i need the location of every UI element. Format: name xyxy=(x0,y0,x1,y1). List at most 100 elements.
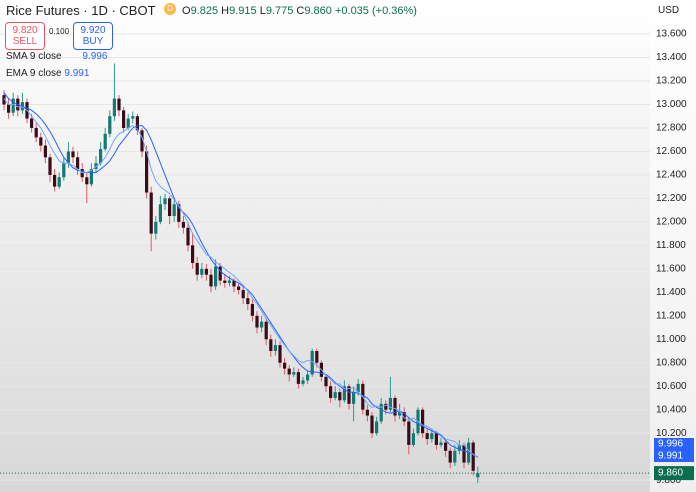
last-price-label: 9.860 xyxy=(658,468,683,479)
candle-body xyxy=(7,104,11,113)
candle-body xyxy=(407,421,411,445)
candle-body xyxy=(398,412,402,416)
currency[interactable]: USD xyxy=(658,5,680,16)
candle-body xyxy=(108,116,112,134)
candle-body xyxy=(471,442,475,471)
sell-label: SELL xyxy=(12,36,38,47)
candle-body xyxy=(103,133,107,150)
y-tick-label: 10.200 xyxy=(656,428,687,439)
candle-body xyxy=(444,442,448,451)
ema-value: 9.991 xyxy=(64,68,90,79)
candle-body xyxy=(163,198,167,205)
candle-body xyxy=(264,321,268,340)
candle-body xyxy=(154,221,158,234)
y-tick-label: 11.800 xyxy=(656,240,686,251)
candle-body xyxy=(99,149,103,164)
candle-body xyxy=(476,473,480,478)
candle-body xyxy=(172,204,176,217)
candle-body xyxy=(57,177,61,187)
candle-body xyxy=(402,412,406,422)
l-value: 9.775 xyxy=(265,5,294,17)
candle-body xyxy=(388,397,392,410)
candle-body xyxy=(158,204,162,222)
candle-body xyxy=(425,433,429,440)
candle-body xyxy=(255,315,259,328)
candle-body xyxy=(393,397,397,416)
y-tick-label: 11.200 xyxy=(656,310,686,321)
candle-body xyxy=(260,321,264,328)
candle-body xyxy=(227,280,231,283)
candle-body xyxy=(76,157,80,170)
candle-body xyxy=(11,98,15,113)
candle-body xyxy=(66,151,70,164)
h-value: 9.915 xyxy=(229,5,257,17)
change: +0.035 (+0.36%) xyxy=(334,5,417,17)
ohlc-legend: O9.825 H9.915 L9.775 C9.860 +0.035 (+0.3… xyxy=(182,5,417,17)
ema-legend[interactable]: EMA 9 close 9.991 xyxy=(6,68,89,79)
candle-body xyxy=(448,450,452,463)
candle-body xyxy=(347,386,351,404)
candle-body xyxy=(223,280,227,283)
candle-body xyxy=(145,151,149,193)
buy-button[interactable]: 9.920 BUY xyxy=(73,22,113,50)
candle-body xyxy=(209,274,213,287)
candle-body xyxy=(301,380,305,384)
candle-body xyxy=(338,392,342,401)
y-tick-label: 13.000 xyxy=(656,99,687,110)
y-tick-label: 12.600 xyxy=(656,146,687,157)
candle-body xyxy=(237,286,241,290)
candle-body xyxy=(168,198,172,217)
candle-body xyxy=(457,444,461,451)
c-label: C xyxy=(296,5,305,17)
candle-body xyxy=(241,289,245,299)
candle-body xyxy=(250,304,254,316)
candle-body xyxy=(34,127,38,138)
candle-body xyxy=(43,145,47,158)
y-tick-label: 11.400 xyxy=(656,287,686,298)
y-tick-label: 12.200 xyxy=(656,193,687,204)
sma-value: 9.996 xyxy=(82,51,108,62)
price-tag xyxy=(654,450,694,462)
price-tag-label: 9.996 xyxy=(658,439,683,450)
sma-legend[interactable]: SMA 9 close 9.996 xyxy=(6,51,107,62)
candle-body xyxy=(195,262,199,275)
candle-body xyxy=(365,409,369,416)
candle-body xyxy=(315,351,319,363)
candle-body xyxy=(117,98,121,111)
candle-body xyxy=(80,169,84,178)
o-value: 9.825 xyxy=(190,5,219,17)
candle-body xyxy=(112,98,116,117)
candle-body xyxy=(122,110,126,128)
y-tick-label: 13.400 xyxy=(656,52,687,63)
candle-body xyxy=(140,130,144,152)
o-label: O xyxy=(182,5,191,17)
candle-body xyxy=(214,266,218,287)
last-price-tag xyxy=(654,466,694,481)
candle-body xyxy=(273,345,277,352)
sell-button[interactable]: 9.820 SELL xyxy=(5,22,45,50)
candle-body xyxy=(411,433,415,445)
candle-body xyxy=(30,118,34,128)
candle-body xyxy=(453,450,457,463)
candle-body xyxy=(333,392,337,398)
y-tick-label: 12.800 xyxy=(656,123,687,134)
price-tag xyxy=(654,438,694,450)
candle-body xyxy=(379,403,383,422)
candle-body xyxy=(375,421,379,434)
candle-body xyxy=(85,177,89,185)
candle-body xyxy=(218,266,222,281)
candle-body xyxy=(89,169,93,185)
candle-body xyxy=(53,174,57,187)
y-tick-label: 12.400 xyxy=(656,170,687,181)
candle-body xyxy=(467,442,471,463)
candle-body xyxy=(181,221,185,228)
h-label: H xyxy=(221,5,230,17)
candle-body xyxy=(329,386,333,398)
buy-label: BUY xyxy=(82,36,104,47)
symbol[interactable]: Rice Futures · 1D · CBOT xyxy=(6,3,156,18)
candle-body xyxy=(439,442,443,445)
spread: 0.100 xyxy=(49,27,70,36)
y-tick-label: 10.800 xyxy=(656,357,687,368)
y-tick-label: 11.000 xyxy=(656,334,686,345)
